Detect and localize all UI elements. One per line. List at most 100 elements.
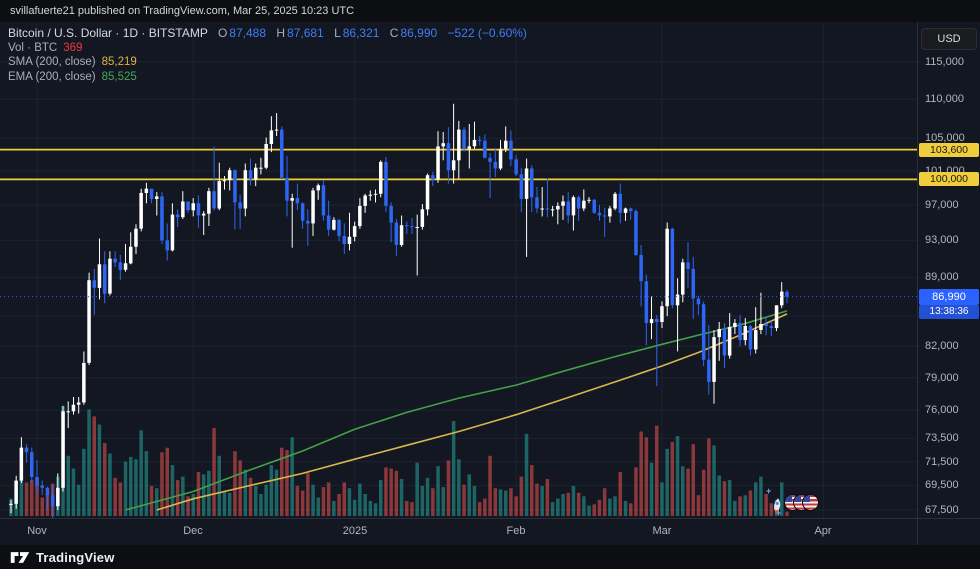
candle-wick	[697, 295, 699, 316]
candle-body	[519, 174, 524, 199]
candle-body	[733, 323, 737, 327]
candle-body	[675, 294, 680, 306]
time-axis-label: Mar	[652, 525, 672, 537]
volume-bar	[425, 477, 430, 516]
candle-body	[87, 280, 91, 363]
volume-bar	[358, 483, 362, 516]
volume-bar	[545, 478, 550, 516]
candle-body	[280, 129, 284, 178]
candle-wick	[651, 296, 652, 340]
candle-wick	[541, 187, 543, 217]
volume-bar	[306, 473, 310, 516]
candle-wick	[468, 124, 470, 169]
candle-body	[644, 281, 649, 323]
volume-bar	[733, 500, 737, 516]
volume-bar	[144, 451, 149, 516]
volume-bar	[613, 496, 617, 516]
candle-body	[587, 199, 591, 201]
volume-bar	[285, 450, 289, 516]
legend-sma-row[interactable]: SMA (200, close) 85,219	[8, 55, 527, 70]
candle-body	[113, 258, 117, 263]
candle-body	[316, 185, 320, 191]
candle-body	[498, 148, 503, 169]
candle-body	[186, 201, 190, 211]
time-axis[interactable]: Nov Dec 2025 Feb Mar Apr	[0, 519, 917, 545]
volume-bar	[217, 455, 221, 516]
candle-body	[134, 228, 138, 247]
volume-bar	[504, 490, 508, 516]
price-tick-label: 105,000	[925, 132, 965, 144]
legend-volume-row[interactable]: Vol · BTC 369	[8, 41, 527, 56]
price-tick-label: 69,500	[925, 479, 959, 491]
volume-bar	[686, 468, 690, 516]
legend-ema-row[interactable]: EMA (200, close) 85,525	[8, 70, 527, 85]
candle-body	[222, 180, 227, 182]
volume-bar	[644, 437, 649, 516]
candle-body	[477, 139, 482, 141]
candle-body	[358, 205, 362, 227]
candle-wick	[156, 192, 158, 216]
candle-body	[61, 411, 65, 488]
volume-bar	[524, 433, 529, 516]
tradingview-link[interactable]: TradingView	[10, 550, 115, 565]
volume-bar	[92, 416, 96, 516]
volume-bar	[743, 495, 747, 516]
candle-body	[556, 205, 560, 210]
volume-value: 369	[63, 41, 83, 54]
currency-toggle-button[interactable]: USD	[921, 28, 977, 50]
candle-body	[45, 487, 50, 496]
volume-bar	[498, 489, 503, 516]
candle-body	[623, 208, 628, 213]
candle-body	[420, 209, 425, 227]
volume-bar	[634, 467, 638, 516]
candle-body	[540, 208, 544, 210]
candle-body	[410, 226, 414, 228]
candle-wick	[656, 315, 658, 387]
high-value: 87,681	[287, 26, 324, 40]
volume-bar	[576, 492, 581, 516]
volume-bar	[259, 494, 263, 516]
candle-body	[576, 197, 581, 209]
volume-bar	[82, 448, 86, 516]
volume-bar	[670, 441, 675, 516]
price-tick-label: 97,000	[925, 199, 959, 211]
volume-bar	[170, 465, 175, 516]
candle-body	[717, 329, 721, 338]
candle-body	[149, 188, 154, 199]
volume-bar	[66, 455, 70, 516]
open-label: O	[217, 26, 228, 40]
volume-bar	[394, 470, 399, 516]
volume-bar	[649, 462, 654, 516]
candle-wick	[474, 121, 475, 149]
candle-body	[35, 477, 39, 486]
candle-body	[14, 480, 18, 504]
volume-bar	[785, 511, 789, 516]
candle-body	[530, 168, 534, 198]
volume-bar	[186, 496, 190, 516]
candle-body	[712, 337, 716, 382]
candle-body	[535, 197, 539, 209]
volume-bar	[181, 476, 185, 516]
candle-body	[311, 190, 315, 224]
price-axis[interactable]: USD 115,000 110,000 105,000 101,000 97,000 93…	[917, 22, 980, 545]
volume-bar	[19, 467, 24, 516]
candle-body	[566, 201, 570, 216]
candle-body	[24, 447, 29, 453]
candle-body	[509, 140, 513, 160]
volume-bar	[24, 482, 29, 516]
candle-body	[379, 161, 383, 194]
candle-body	[363, 195, 367, 206]
volume-bar	[592, 504, 596, 516]
volume-label: Vol · BTC	[8, 41, 58, 54]
volume-bar	[493, 488, 498, 516]
candle-body	[321, 185, 326, 216]
volume-bar	[35, 478, 39, 516]
candle-body	[155, 196, 159, 199]
rocket-icon	[774, 498, 781, 515]
candle-body	[118, 262, 123, 270]
volume-bar	[103, 443, 107, 516]
footer-bar: TradingView	[0, 545, 980, 569]
